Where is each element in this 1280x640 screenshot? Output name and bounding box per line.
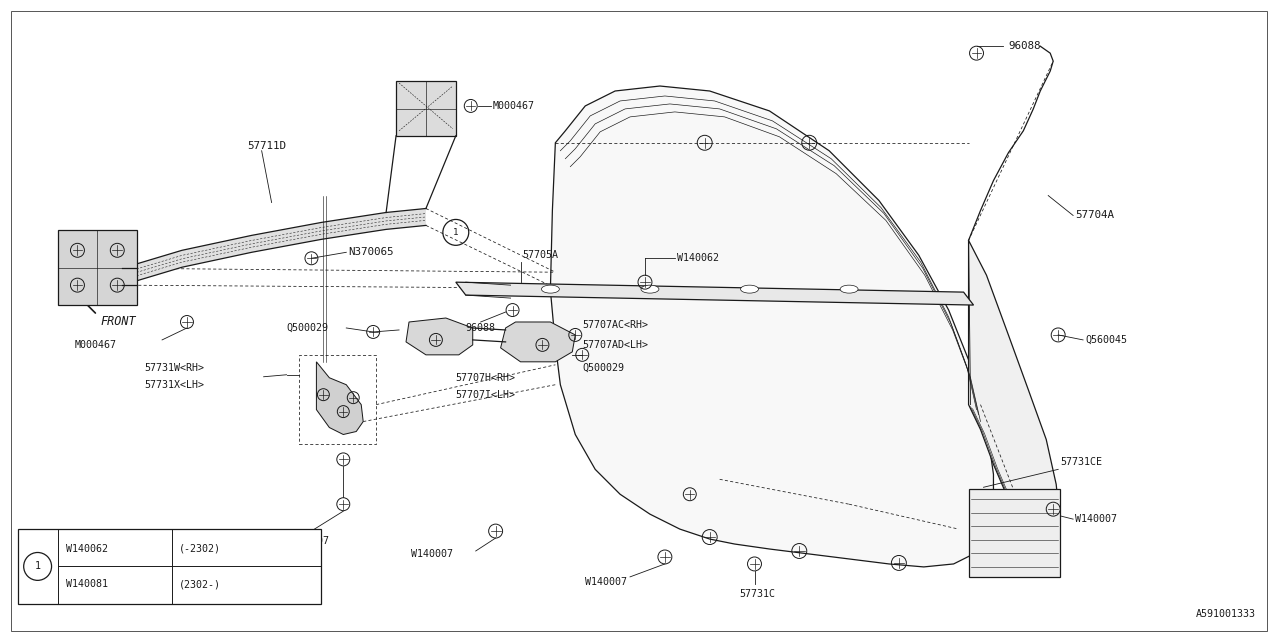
Text: Q560045: Q560045 [1085, 335, 1128, 345]
Text: Q500029: Q500029 [287, 323, 329, 333]
Text: M000467: M000467 [493, 101, 535, 111]
Text: 57704A: 57704A [1075, 211, 1114, 220]
Text: 96088: 96088 [466, 323, 495, 333]
Text: 57707I<LH>: 57707I<LH> [456, 390, 516, 399]
Text: W140062: W140062 [65, 543, 108, 554]
Text: (2302-): (2302-) [179, 579, 221, 589]
Text: 1: 1 [35, 561, 41, 572]
Polygon shape [969, 489, 1060, 577]
Text: W140007: W140007 [585, 577, 627, 587]
Ellipse shape [541, 285, 559, 293]
Text: W140081: W140081 [65, 579, 108, 589]
Polygon shape [396, 81, 456, 136]
Ellipse shape [840, 285, 858, 293]
Text: 57711D: 57711D [247, 141, 285, 151]
Polygon shape [58, 230, 137, 305]
Text: W140062: W140062 [677, 253, 719, 263]
Text: 57705A: 57705A [522, 250, 558, 260]
Text: W140007: W140007 [411, 549, 453, 559]
Polygon shape [316, 362, 364, 435]
Text: N370065: N370065 [348, 247, 394, 257]
Text: 57731W<RH>: 57731W<RH> [145, 363, 205, 372]
Polygon shape [406, 318, 472, 355]
Text: FRONT: FRONT [100, 315, 136, 328]
Polygon shape [500, 322, 575, 362]
Text: 57731X<LH>: 57731X<LH> [145, 380, 205, 390]
Ellipse shape [641, 285, 659, 293]
Text: M000467: M000467 [74, 340, 116, 350]
Text: 57707AD<LH>: 57707AD<LH> [582, 340, 648, 350]
Text: (-2302): (-2302) [179, 543, 221, 554]
FancyBboxPatch shape [18, 529, 321, 604]
Text: W140007: W140007 [287, 536, 329, 546]
Text: 57707AC<RH>: 57707AC<RH> [582, 320, 648, 330]
Polygon shape [969, 241, 1060, 574]
Polygon shape [456, 282, 974, 305]
Polygon shape [550, 86, 993, 567]
Text: 96088: 96088 [1009, 41, 1041, 51]
Text: Q500029: Q500029 [582, 363, 625, 372]
Text: 1: 1 [453, 228, 458, 237]
Text: W140007: W140007 [1075, 514, 1117, 524]
Ellipse shape [741, 285, 759, 293]
Text: A591001333: A591001333 [1196, 609, 1256, 619]
Text: 57707H<RH>: 57707H<RH> [456, 372, 516, 383]
Text: 57731C: 57731C [740, 589, 776, 599]
Text: 57731CE: 57731CE [1060, 458, 1102, 467]
